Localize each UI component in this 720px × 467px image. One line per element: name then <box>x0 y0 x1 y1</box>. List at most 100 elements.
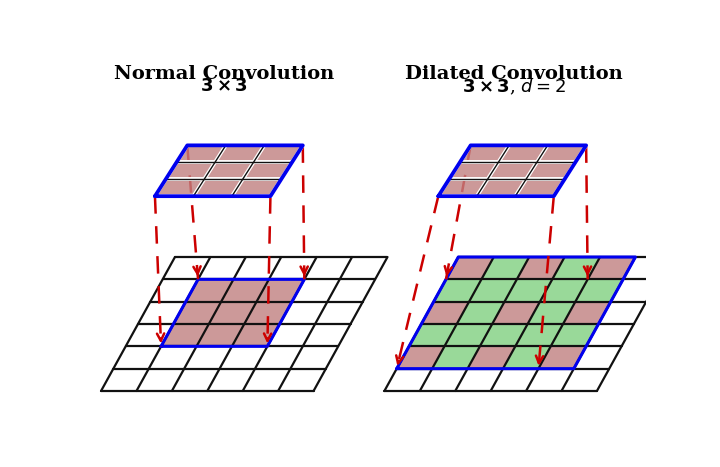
Polygon shape <box>480 324 528 347</box>
Text: Dilated Convolution: Dilated Convolution <box>405 64 623 83</box>
Polygon shape <box>444 324 492 347</box>
Polygon shape <box>138 302 186 324</box>
Polygon shape <box>517 257 564 279</box>
Polygon shape <box>432 347 480 368</box>
Polygon shape <box>243 163 292 179</box>
Polygon shape <box>438 179 487 196</box>
Text: Normal Convolution: Normal Convolution <box>114 64 334 83</box>
Polygon shape <box>149 347 197 368</box>
Polygon shape <box>244 302 292 324</box>
Polygon shape <box>574 347 621 368</box>
Text: $\mathbf{3\times3}$: $\mathbf{3\times3}$ <box>200 77 248 95</box>
Polygon shape <box>563 302 611 324</box>
Polygon shape <box>456 302 505 324</box>
Polygon shape <box>328 279 375 302</box>
Polygon shape <box>256 279 305 302</box>
Polygon shape <box>256 279 305 302</box>
Polygon shape <box>537 145 586 163</box>
Polygon shape <box>197 324 244 347</box>
Polygon shape <box>528 302 575 324</box>
Polygon shape <box>166 163 215 179</box>
Polygon shape <box>467 347 516 368</box>
Polygon shape <box>503 347 551 368</box>
Polygon shape <box>409 324 456 347</box>
Polygon shape <box>516 324 563 347</box>
Polygon shape <box>340 257 387 279</box>
Polygon shape <box>492 302 540 324</box>
Polygon shape <box>176 145 226 163</box>
Polygon shape <box>563 302 611 324</box>
Polygon shape <box>204 163 253 179</box>
Polygon shape <box>137 368 184 391</box>
Polygon shape <box>528 302 575 324</box>
Polygon shape <box>487 163 537 179</box>
Polygon shape <box>526 368 574 391</box>
Polygon shape <box>469 279 517 302</box>
Polygon shape <box>221 279 269 302</box>
Polygon shape <box>155 179 204 196</box>
Polygon shape <box>150 279 198 302</box>
Polygon shape <box>220 347 267 368</box>
Polygon shape <box>397 347 444 368</box>
Polygon shape <box>126 324 174 347</box>
Polygon shape <box>186 279 233 302</box>
Polygon shape <box>480 324 528 347</box>
Polygon shape <box>433 279 482 302</box>
Polygon shape <box>505 279 552 302</box>
Polygon shape <box>505 279 552 302</box>
Polygon shape <box>409 324 456 347</box>
Text: $\mathbf{3\times3}$, $d=2$: $\mathbf{3\times3}$, $d=2$ <box>462 77 566 97</box>
Polygon shape <box>232 324 279 347</box>
Polygon shape <box>421 302 469 324</box>
Polygon shape <box>421 302 469 324</box>
Polygon shape <box>292 279 340 302</box>
Polygon shape <box>433 279 482 302</box>
Polygon shape <box>232 324 279 347</box>
Polygon shape <box>540 279 588 302</box>
Polygon shape <box>498 145 548 163</box>
Polygon shape <box>516 179 564 196</box>
Polygon shape <box>551 324 598 347</box>
Polygon shape <box>174 302 221 324</box>
Polygon shape <box>482 257 529 279</box>
Polygon shape <box>267 324 315 347</box>
Polygon shape <box>623 257 671 279</box>
Polygon shape <box>575 279 623 302</box>
Polygon shape <box>526 163 575 179</box>
Polygon shape <box>303 324 351 347</box>
Polygon shape <box>588 257 636 279</box>
Polygon shape <box>397 347 444 368</box>
Polygon shape <box>467 347 516 368</box>
Polygon shape <box>444 324 492 347</box>
Polygon shape <box>290 347 338 368</box>
Polygon shape <box>209 302 256 324</box>
Polygon shape <box>163 257 210 279</box>
Polygon shape <box>113 347 161 368</box>
Polygon shape <box>598 302 647 324</box>
Polygon shape <box>516 324 563 347</box>
Polygon shape <box>174 302 221 324</box>
Polygon shape <box>198 257 246 279</box>
Polygon shape <box>221 279 269 302</box>
Polygon shape <box>455 368 503 391</box>
Polygon shape <box>552 257 600 279</box>
Polygon shape <box>492 302 540 324</box>
Polygon shape <box>197 324 244 347</box>
Polygon shape <box>269 257 317 279</box>
Polygon shape <box>279 302 328 324</box>
Polygon shape <box>539 347 586 368</box>
Polygon shape <box>305 257 352 279</box>
Polygon shape <box>575 279 623 302</box>
Polygon shape <box>517 257 564 279</box>
Polygon shape <box>562 368 609 391</box>
Polygon shape <box>432 347 480 368</box>
Polygon shape <box>161 324 209 347</box>
Polygon shape <box>207 368 255 391</box>
Polygon shape <box>253 145 303 163</box>
Polygon shape <box>101 368 149 391</box>
Polygon shape <box>551 324 598 347</box>
Polygon shape <box>586 324 634 347</box>
Polygon shape <box>449 163 498 179</box>
Polygon shape <box>446 257 494 279</box>
Polygon shape <box>233 257 282 279</box>
